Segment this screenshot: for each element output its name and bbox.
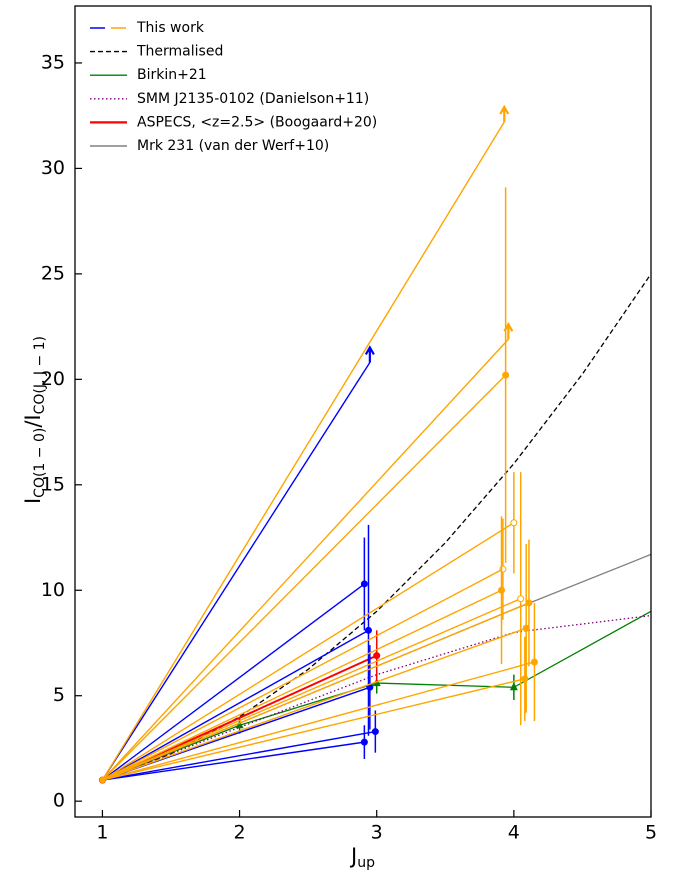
marker (99, 777, 106, 784)
marker (364, 626, 372, 634)
y-tick-label: 5 (53, 684, 65, 706)
galaxy-line (102, 629, 369, 781)
legend-label: Thermalised (136, 44, 223, 60)
x-tick-label: 4 (508, 822, 520, 844)
legend-label: Birkin+21 (137, 67, 207, 83)
series-line (102, 654, 378, 781)
galaxy-line (101, 121, 505, 781)
galaxy-line (102, 741, 365, 781)
legend-label: ASPECS, <z=2.5> (Boogaard+20) (137, 114, 377, 130)
plot-frame (74, 5, 652, 818)
lower-limit-arrow (364, 345, 375, 363)
y-tick-label: 0 (53, 790, 65, 812)
legend-label: This work (136, 20, 205, 36)
x-label-sub: up (357, 855, 375, 871)
marker (360, 738, 368, 746)
lower-limit-arrow (499, 104, 510, 123)
galaxy-line (101, 362, 371, 781)
x-tick-label: 1 (96, 822, 108, 844)
marker (371, 728, 379, 736)
marker (509, 682, 518, 691)
galaxy-line (102, 627, 527, 781)
galaxy-line (102, 598, 521, 781)
galaxy-line (101, 338, 509, 781)
marker (510, 519, 518, 527)
y-label-sub: CO(1 − 0) (32, 428, 48, 498)
x-axis-label: Jup (349, 844, 375, 871)
galaxy-line (102, 678, 525, 781)
marker (530, 658, 538, 666)
y-label-sub: CO(J, J − 1) (32, 336, 48, 414)
y-tick-label: 30 (41, 157, 65, 179)
marker (498, 586, 506, 594)
y-label-main: /I (21, 414, 45, 427)
galaxy-line (102, 583, 365, 781)
x-tick-label: 3 (371, 822, 383, 844)
galaxy-line (102, 661, 535, 781)
x-tick-label: 2 (234, 822, 246, 844)
marker (521, 675, 529, 683)
marker (373, 652, 381, 660)
y-tick-label: 20 (41, 368, 65, 390)
galaxy-line (102, 568, 504, 781)
marker (502, 371, 510, 379)
legend-label: Mrk 231 (van der Werf+10) (137, 138, 329, 154)
y-tick-label: 15 (41, 473, 65, 495)
y-tick-label: 25 (41, 262, 65, 284)
galaxy-line (102, 602, 530, 781)
marker (360, 580, 368, 588)
y-tick-label: 10 (41, 579, 65, 601)
x-label-main: J (349, 844, 357, 868)
galaxy-line (102, 522, 515, 781)
x-tick-label: 5 (645, 822, 657, 844)
series-line (102, 273, 652, 781)
y-tick-label: 35 (41, 51, 65, 73)
legend-label: SMM J2135-0102 (Danielson+11) (137, 91, 369, 107)
galaxy-line (101, 374, 507, 781)
galaxy-line (102, 589, 502, 781)
y-label-main: I (21, 498, 45, 504)
marker (522, 624, 530, 632)
y-axis-label: ICO(1 − 0)/ICO(J, J − 1) (21, 336, 48, 504)
marker (517, 595, 525, 603)
galaxy-line (102, 730, 376, 781)
